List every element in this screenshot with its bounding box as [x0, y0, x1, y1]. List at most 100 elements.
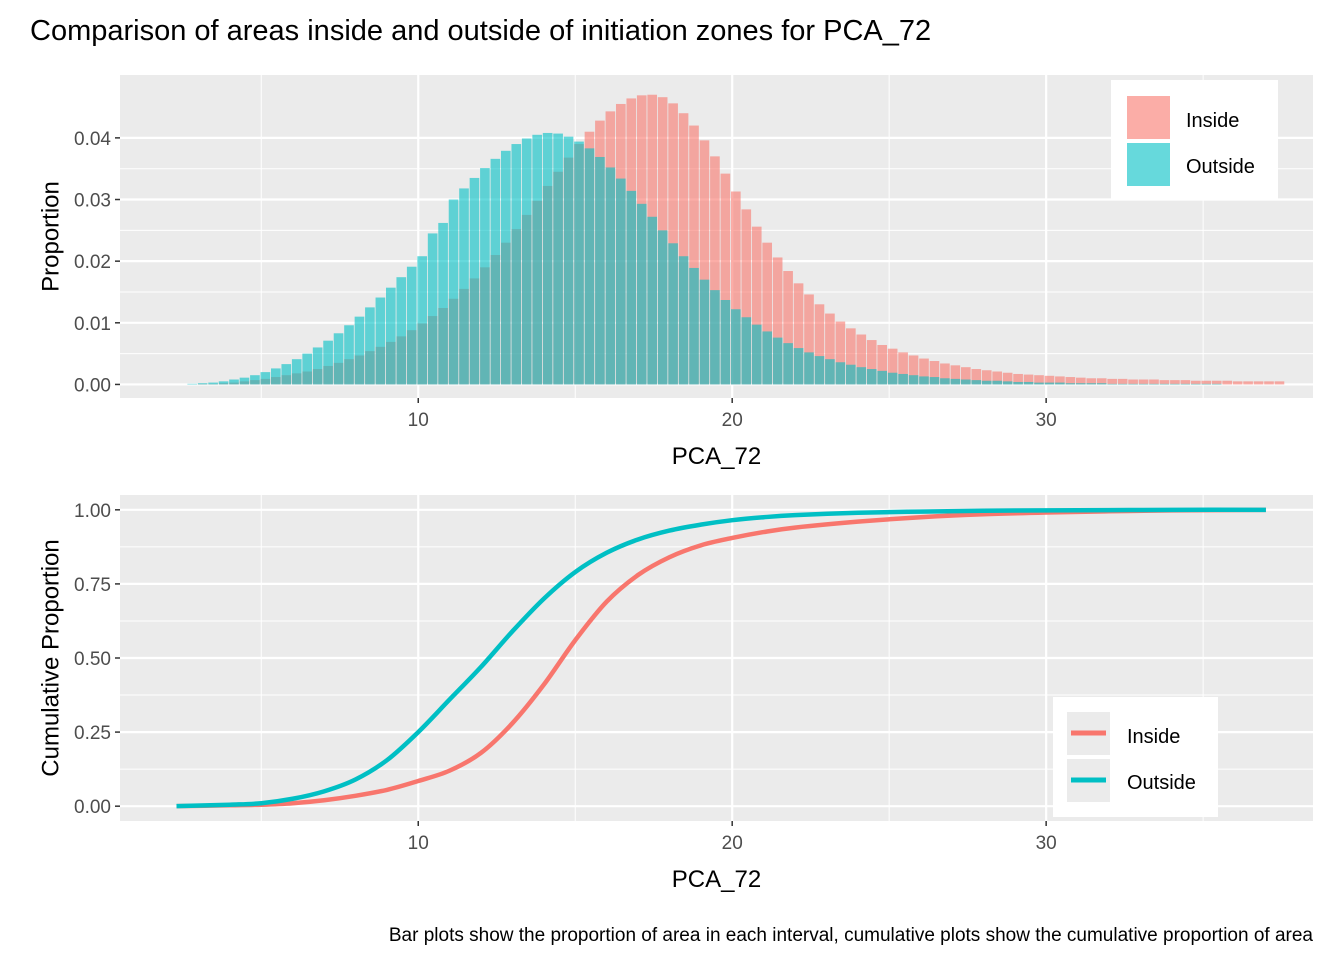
bar-outside [814, 356, 825, 385]
bar-outside [1075, 383, 1086, 385]
histogram-panel: 0.00 0.01 0.02 0.03 0.04 10 20 30 PCA_72 Propo… [37, 75, 1313, 470]
bar-inside [1274, 381, 1285, 385]
bar-outside [250, 375, 260, 385]
bar-outside [490, 158, 501, 385]
cumulative-panel: 0.00 0.25 0.50 0.75 1.00 10 20 30 PCA_72 Cumul… [37, 495, 1313, 893]
bar-inside [783, 271, 793, 385]
bar-outside [511, 144, 522, 385]
bar-outside [1180, 383, 1191, 385]
bar-inside [1075, 377, 1086, 385]
bar-outside [636, 203, 647, 385]
bar-inside [1096, 378, 1107, 385]
bar-outside [751, 324, 762, 385]
bar-inside [960, 367, 971, 385]
bar-outside [772, 337, 783, 385]
bar-outside [563, 136, 574, 385]
bar-outside [678, 256, 689, 385]
bar-outside [1117, 383, 1128, 385]
line-inside [176, 507, 1266, 809]
bar-outside [271, 368, 281, 385]
bar-outside [459, 188, 469, 385]
bar-inside [835, 321, 846, 385]
x-tick-label: 20 [722, 410, 743, 431]
bar-outside [281, 364, 292, 385]
bar-inside [1034, 375, 1044, 385]
bar-inside [950, 365, 961, 385]
bar-outside [1170, 383, 1180, 385]
bar-outside [406, 266, 417, 385]
bar-inside [804, 294, 814, 385]
bar-outside [657, 230, 668, 385]
line-outside [176, 507, 1266, 809]
bar-inside [919, 358, 929, 385]
bar-outside [344, 325, 354, 385]
bar-inside [1159, 380, 1170, 385]
bar-outside [783, 343, 793, 385]
bar-outside [208, 382, 218, 385]
bar-inside [825, 313, 835, 385]
x-tick-label: 10 [408, 833, 429, 854]
bar-inside [1065, 377, 1076, 385]
bar-outside [427, 233, 438, 385]
x-tick-label: 20 [722, 833, 743, 854]
bar-inside [940, 363, 950, 385]
cumulative-lines [176, 507, 1266, 809]
bar-outside [647, 216, 658, 385]
bar-outside [187, 383, 198, 385]
y-tick-label: 0.04 [74, 129, 111, 150]
histogram-y-axis-title: Proportion [37, 181, 64, 292]
bar-inside [887, 348, 898, 385]
bar-outside [720, 299, 731, 385]
bar-outside [1107, 383, 1118, 385]
bar-outside [354, 316, 365, 385]
bar-outside [1190, 383, 1201, 385]
y-tick-label: 0.00 [74, 797, 111, 818]
cumulative-x-axis: 10 20 30 [408, 821, 1057, 854]
bar-inside [992, 371, 1003, 385]
chart-title: Comparison of areas inside and outside o… [30, 15, 931, 47]
bar-outside [521, 138, 532, 385]
y-tick-label: 1.00 [74, 501, 111, 522]
bar-inside [793, 283, 804, 385]
bar-inside [1253, 381, 1264, 385]
bar-outside [668, 243, 678, 385]
bar-inside [1044, 375, 1055, 385]
bar-outside [197, 383, 208, 385]
bar-outside [480, 168, 490, 385]
bar-outside [1023, 381, 1034, 385]
bar-outside [866, 369, 877, 385]
bar-outside [825, 359, 835, 385]
bar-outside [919, 376, 929, 385]
bar-inside [730, 191, 741, 385]
bar-outside [793, 348, 804, 385]
bar-inside [1264, 381, 1274, 385]
bar-outside [365, 307, 375, 385]
bar-outside [929, 377, 940, 385]
bar-inside [699, 140, 710, 385]
bar-outside [574, 141, 584, 385]
bar-outside [730, 309, 741, 385]
bar-inside [1055, 376, 1065, 385]
bar-inside [814, 304, 825, 385]
bar-inside [1117, 378, 1128, 385]
cumulative-y-axis: 0.00 0.25 0.50 0.75 1.00 [74, 501, 120, 818]
bar-outside [1002, 381, 1013, 385]
cumulative-legend: Inside Outside [1053, 697, 1218, 817]
bar-outside [542, 132, 553, 385]
bar-outside [1034, 382, 1044, 385]
bar-inside [1222, 380, 1233, 385]
bar-outside [500, 150, 511, 385]
bar-outside [532, 134, 543, 385]
histogram-y-axis: 0.00 0.01 0.02 0.03 0.04 [74, 129, 120, 396]
bar-outside [1013, 381, 1023, 385]
bar-outside [333, 333, 344, 385]
bar-outside [1138, 383, 1149, 385]
bar-outside [981, 380, 992, 385]
bar-outside [1086, 383, 1097, 385]
bar-inside [971, 369, 982, 385]
bar-outside [940, 378, 950, 385]
bar-outside [626, 190, 637, 385]
legend-label-outside: Outside [1186, 156, 1255, 178]
bar-outside [291, 359, 302, 385]
